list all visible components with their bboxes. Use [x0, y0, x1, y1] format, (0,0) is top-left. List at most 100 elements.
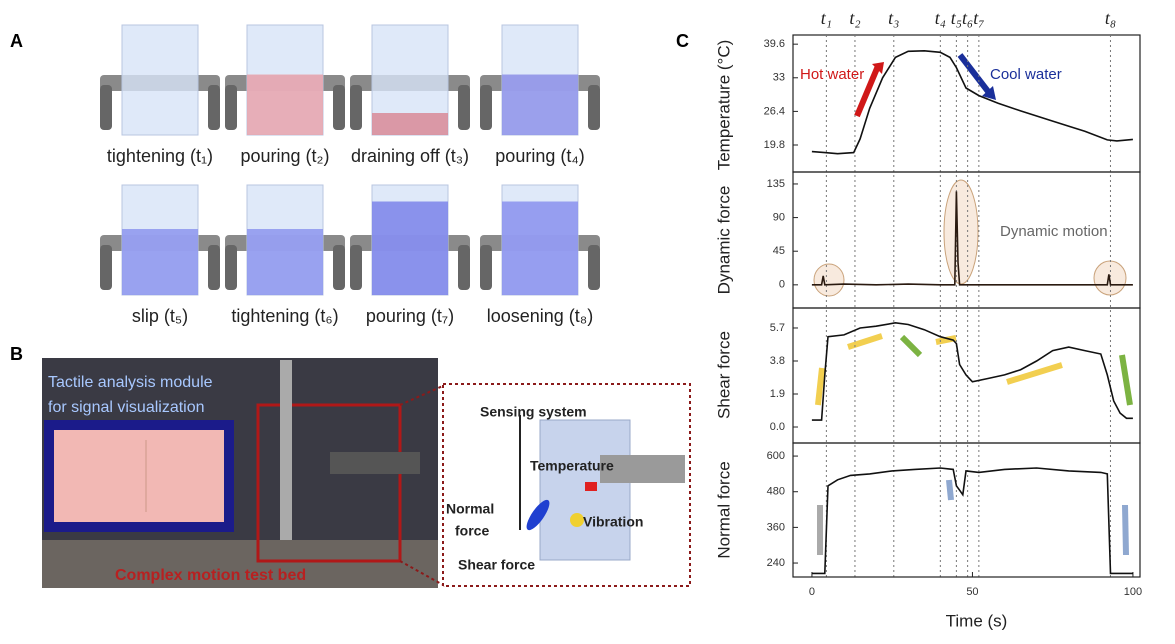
clamp-arm	[225, 85, 237, 130]
caption: tightening (t₆)	[231, 306, 338, 326]
y-tick-label: 3.8	[770, 355, 785, 367]
clamp-arm	[458, 85, 470, 130]
caption: pouring (t₂)	[240, 146, 329, 166]
caption: draining off (t₃)	[351, 146, 469, 166]
event-label: t₈	[1105, 8, 1116, 28]
illustration	[100, 184, 220, 296]
clamp-arm	[588, 245, 600, 290]
x-axis-label: Time (s)	[946, 611, 1008, 630]
panel-label: B	[10, 344, 23, 364]
vibration-sensor	[570, 513, 584, 527]
event-label: t₆	[962, 8, 973, 28]
y-tick-label: 0.0	[770, 421, 785, 433]
y-tick-label: 0	[779, 279, 785, 291]
y-tick-label: 39.6	[764, 38, 785, 50]
panel-label: C	[676, 31, 689, 51]
cool-arrow-head	[982, 86, 996, 100]
liquid	[502, 201, 578, 295]
data-line	[811, 191, 1133, 286]
inset-label: Normal	[446, 501, 494, 517]
module-label: for signal visualization	[48, 399, 205, 416]
motion-highlight	[943, 179, 979, 285]
liquid	[372, 113, 448, 135]
container	[121, 24, 199, 136]
inset-label: Shear force	[458, 557, 535, 573]
clamp-arm	[333, 245, 345, 290]
y-tick-label: 45	[773, 245, 785, 257]
trend-mark	[935, 335, 957, 345]
caption: loosening (t₈)	[487, 306, 594, 326]
y-tick-label: 240	[767, 557, 785, 569]
y-tick-label: 19.8	[764, 139, 785, 151]
zoom-line	[399, 384, 446, 406]
module-label: Tactile analysis module	[48, 374, 213, 391]
trend-mark	[1119, 354, 1133, 406]
annotation: Hot water	[800, 66, 864, 83]
panel-label: A	[10, 31, 23, 51]
data-line	[811, 321, 1133, 421]
clamp-arm	[480, 85, 492, 130]
y-tick-label: 480	[767, 486, 785, 498]
illustration	[480, 184, 600, 296]
inset-label: Temperature	[530, 458, 614, 474]
illustration	[480, 24, 600, 136]
photo: Tactile analysis module for signal visua…	[42, 358, 691, 588]
event-label: t₃	[888, 8, 899, 28]
annotation: Dynamic motion	[1000, 223, 1108, 240]
inset-title: Sensing system	[480, 404, 587, 420]
arm	[330, 452, 420, 474]
temp-sensor	[585, 482, 597, 491]
clamp-arm	[208, 245, 220, 290]
y-tick-label: 26.4	[764, 105, 785, 117]
y-tick-label: 135	[767, 178, 785, 190]
clamp	[600, 455, 685, 483]
hot-arrow	[854, 64, 881, 118]
illustration	[350, 184, 470, 296]
cool-arrow	[957, 53, 993, 96]
data-line	[811, 49, 1133, 155]
caption: pouring (t₇)	[366, 306, 454, 326]
y-axis-label: Normal force	[714, 461, 733, 558]
annotation: Cool water	[990, 66, 1062, 83]
illustration	[225, 24, 345, 136]
illustration	[225, 184, 345, 296]
hot-arrow-head	[872, 62, 884, 74]
clamp-arm	[588, 85, 600, 130]
zoom-line	[399, 560, 446, 587]
liquid	[247, 74, 323, 135]
normal-sensor	[526, 499, 550, 531]
clamp-arm	[333, 85, 345, 130]
y-axis-label: Shear force	[714, 331, 733, 419]
event-label: t₂	[849, 8, 860, 28]
trend-mark	[1122, 504, 1129, 556]
y-tick-label: 1.9	[770, 388, 785, 400]
x-tick-label: 0	[809, 586, 815, 598]
rod	[280, 360, 292, 540]
caption: pouring (t₄)	[495, 146, 584, 166]
inset-label: Vibration	[583, 514, 643, 530]
clamp-arm	[350, 245, 362, 290]
illustration	[350, 24, 470, 136]
y-tick-label: 33	[773, 72, 785, 84]
clamp-arm	[225, 245, 237, 290]
liquid	[502, 74, 578, 135]
clamp-arm	[458, 245, 470, 290]
illustration	[100, 24, 220, 136]
caption: tightening (t₁)	[107, 146, 213, 166]
caption: slip (t₅)	[132, 306, 188, 326]
y-tick-label: 90	[773, 211, 785, 223]
clamp-arm	[208, 85, 220, 130]
data-line	[811, 467, 1133, 575]
plot-frame	[792, 442, 1141, 578]
y-tick-label: 360	[767, 521, 785, 533]
trend-mark	[946, 479, 954, 501]
clamp-arm	[100, 245, 112, 290]
event-label: t₁	[821, 8, 832, 28]
motion-highlight	[813, 263, 845, 297]
liquid	[372, 201, 448, 295]
table	[42, 540, 438, 588]
trend-mark	[899, 334, 923, 358]
trend-mark	[1006, 362, 1063, 385]
liquid	[247, 229, 323, 295]
